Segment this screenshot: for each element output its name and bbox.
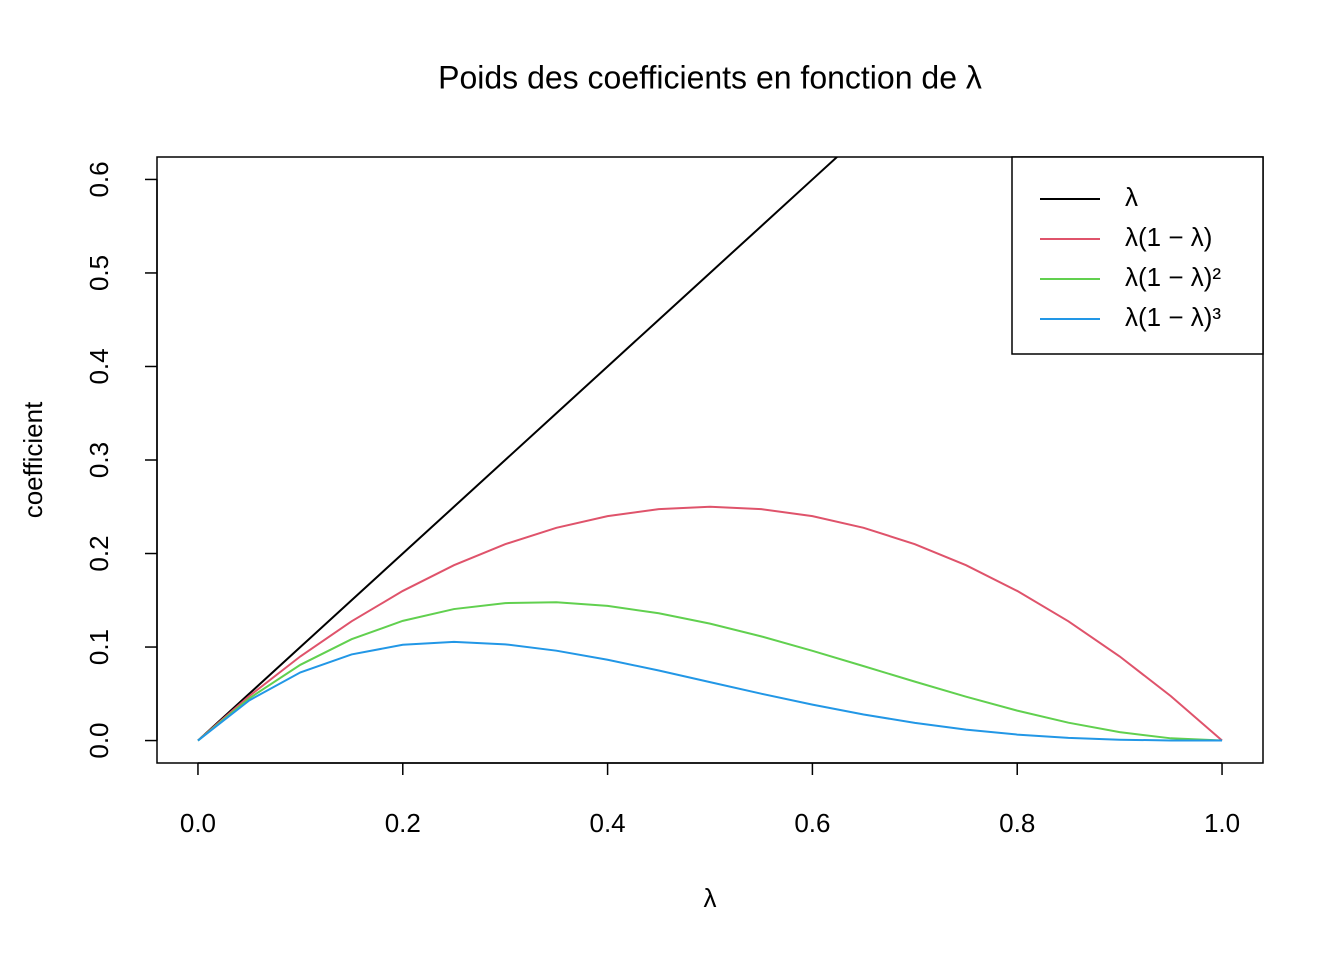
x-tick-label: 1.0 (1204, 808, 1240, 838)
legend-label: λ(1 − λ)³ (1125, 302, 1221, 332)
line-series (197, 640, 1223, 742)
legend-label: λ (1125, 182, 1138, 212)
chart-title: Poids des coefficients en fonction de λ (438, 59, 982, 95)
y-tick-label: 0.3 (84, 442, 114, 478)
line-series (197, 157, 839, 742)
x-tick-label: 0.6 (794, 808, 830, 838)
y-tick-label: 0.6 (84, 161, 114, 197)
y-tick-label: 0.2 (84, 535, 114, 571)
x-tick-label: 0.2 (385, 808, 421, 838)
y-axis-label: coefficient (18, 401, 48, 518)
x-tick-label: 0.8 (999, 808, 1035, 838)
y-tick-label: 0.5 (84, 255, 114, 291)
legend-label: λ(1 − λ)² (1125, 262, 1221, 292)
y-tick-label: 0.1 (84, 629, 114, 665)
legend-box (1011, 156, 1264, 355)
x-tick-label: 0.4 (590, 808, 626, 838)
x-tick-label: 0.0 (180, 808, 216, 838)
legend-label: λ(1 − λ) (1125, 222, 1212, 252)
line-series (197, 505, 1223, 742)
x-axis-label: λ (704, 883, 717, 913)
plot-area (197, 157, 1223, 742)
line-series (197, 601, 1223, 742)
y-tick-label: 0.0 (84, 722, 114, 758)
y-tick-label: 0.4 (84, 348, 114, 384)
